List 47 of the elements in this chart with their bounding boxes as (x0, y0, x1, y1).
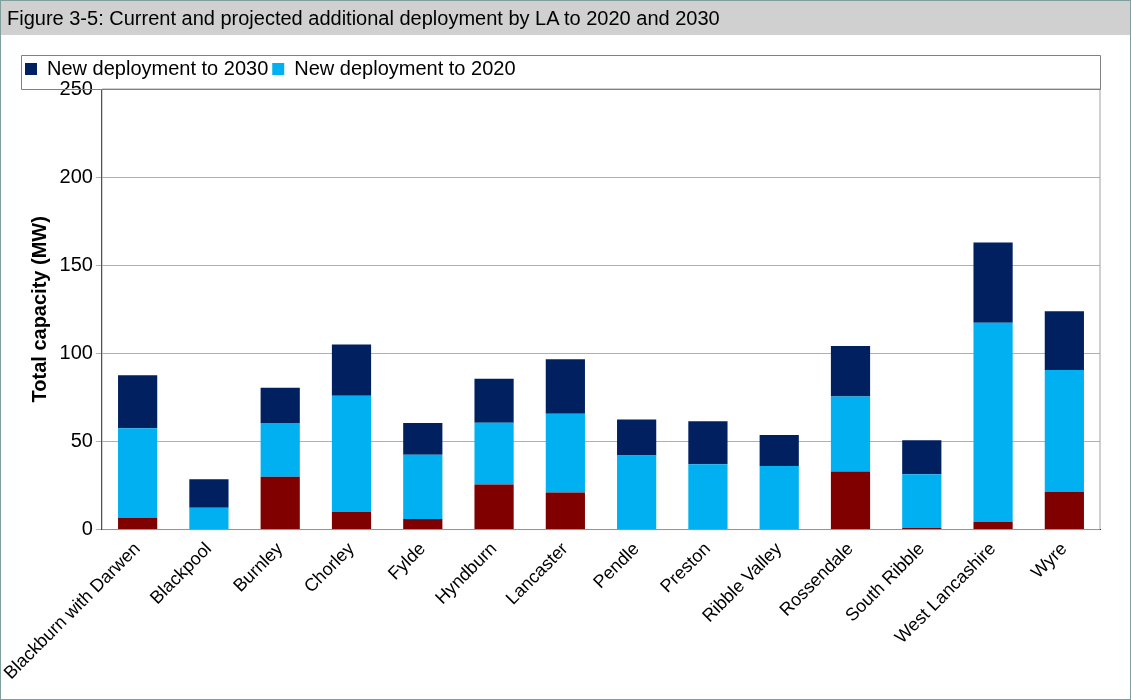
bar (403, 422, 443, 455)
bar (1044, 491, 1084, 530)
bar (973, 242, 1013, 323)
bar (973, 322, 1013, 522)
bar (331, 511, 372, 530)
y-tick-label: 0 (81, 517, 93, 540)
y-tick-label: 200 (59, 164, 93, 187)
bar (545, 492, 585, 530)
bar (902, 474, 942, 528)
bar (830, 471, 871, 530)
bar (331, 395, 372, 512)
bar (688, 464, 728, 530)
bar (830, 345, 871, 397)
legend-label: New deployment to 2020 (294, 56, 516, 79)
bar (759, 466, 799, 530)
y-axis-title: Total capacity (MW) (28, 216, 51, 403)
y-tick-label: 50 (70, 428, 93, 451)
bar (118, 518, 158, 530)
bar (403, 518, 443, 530)
bar (545, 359, 585, 414)
bar (902, 440, 942, 475)
y-tick-label: 150 (59, 252, 93, 275)
bar (118, 375, 158, 429)
legend-label: New deployment to 2030 (47, 56, 269, 79)
bar (189, 507, 229, 530)
bar (331, 344, 372, 396)
bar (759, 434, 799, 467)
bar (1044, 369, 1084, 492)
bar (688, 421, 728, 465)
bar (617, 419, 657, 456)
bar (474, 422, 514, 485)
bar (474, 378, 514, 423)
bar (118, 428, 158, 519)
bar (260, 422, 300, 477)
bar (260, 476, 300, 530)
bar (1044, 311, 1084, 370)
y-tick-label: 100 (59, 340, 93, 363)
bar (260, 387, 300, 423)
bar (830, 396, 871, 472)
bar (973, 521, 1013, 530)
bar (545, 413, 585, 493)
y-tick-label: 250 (59, 76, 93, 99)
bar (403, 454, 443, 519)
chart-title: Figure 3-5: Current and projected additional deployment by LA to 2020 and 2030 (1, 1, 1130, 35)
bar (617, 455, 657, 530)
bar (474, 484, 514, 530)
bar (189, 479, 229, 508)
